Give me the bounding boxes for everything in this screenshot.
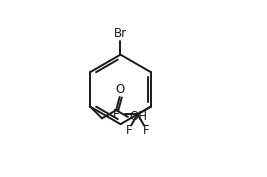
Text: F: F — [143, 124, 149, 137]
Text: F: F — [113, 108, 119, 121]
Text: OH: OH — [129, 110, 147, 124]
Text: O: O — [116, 83, 125, 96]
Text: F: F — [126, 124, 132, 137]
Text: Br: Br — [114, 27, 127, 40]
